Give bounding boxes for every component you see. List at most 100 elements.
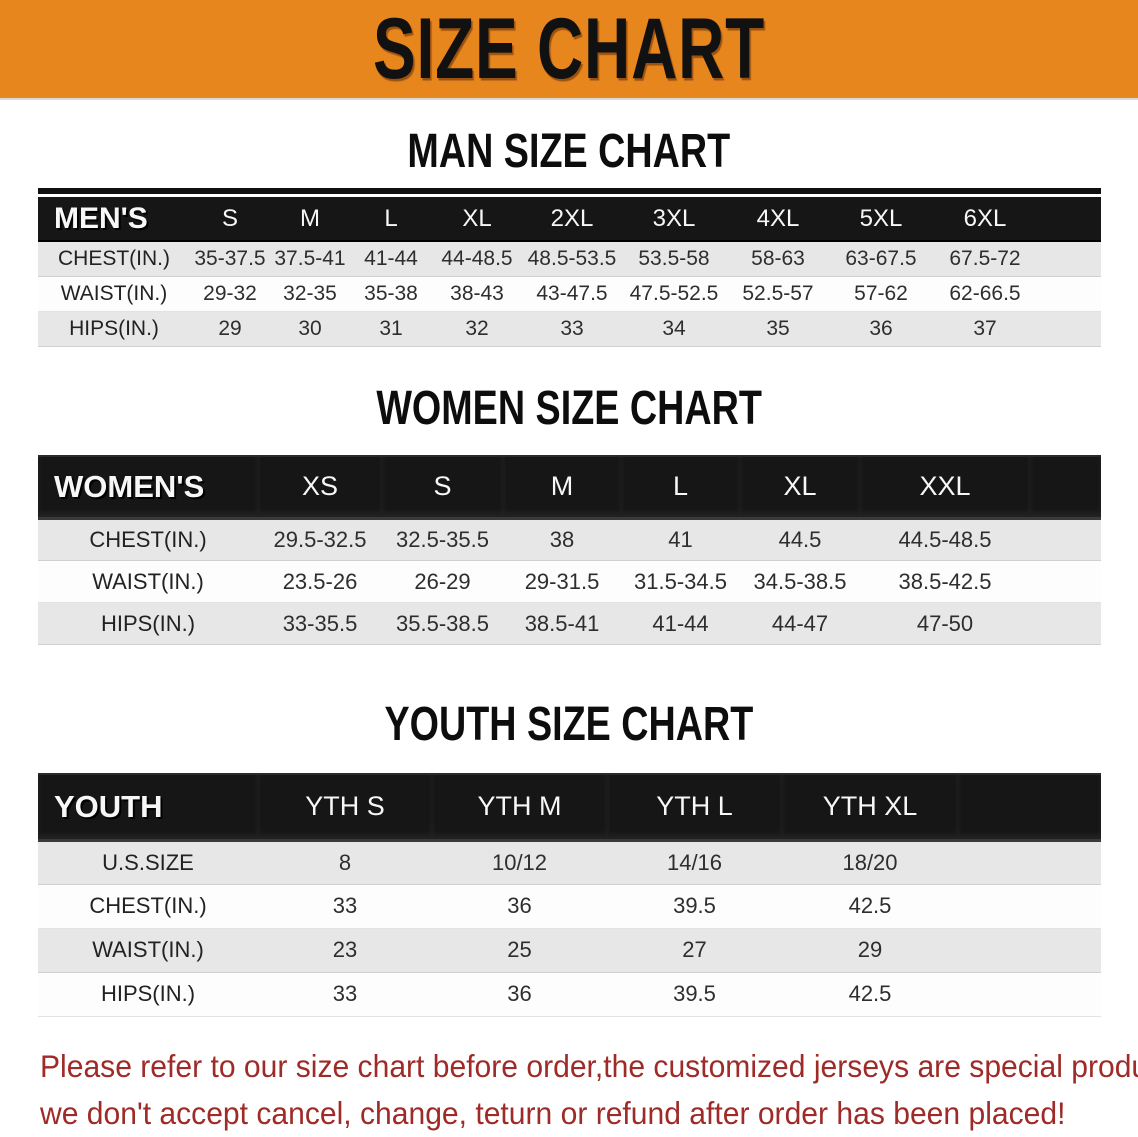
women-cell: 29.5-32.5 [258,518,382,561]
youth-row-label: U.S.SIZE [38,840,258,885]
women-table-row: WAIST(IN.) 23.5-26 26-29 29-31.5 31.5-34.5 34… [38,560,1101,603]
disclaimer-line-1: Please refer to our size chart before or… [40,1048,1138,1084]
women-cell: 47-50 [860,602,1030,645]
women-table-wrap: WOMEN'S XS S M L XL XXL CHEST(IN.) 29.5-32.5 32.5… [38,454,1101,645]
youth-cell-filler [958,972,1101,1017]
men-column-header: 2XL [522,197,622,242]
men-table-wrap: MEN'S S M L XL 2XL 3XL 4XL 5XL 6XL CHEST(IN.) 35-37… [38,188,1101,347]
women-cell-filler [1030,518,1101,561]
youth-cell: 33 [258,972,432,1017]
youth-header-row: YOUTH YTH S YTH M YTH L YTH XL [38,773,1101,842]
men-cell: 34 [622,311,726,347]
women-cell: 44-47 [740,602,860,645]
women-cell: 38 [503,518,621,561]
men-cell: 53.5-58 [622,241,726,277]
youth-row-label: WAIST(IN.) [38,928,258,973]
women-cell: 29-31.5 [503,560,621,603]
youth-cell: 8 [258,840,432,885]
women-cell: 41 [621,518,740,561]
youth-cell: 29 [782,928,958,973]
youth-cell: 18/20 [782,840,958,885]
men-cell: 63-67.5 [830,241,932,277]
men-cell: 52.5-57 [726,276,830,312]
youth-table-row: CHEST(IN.) 33 36 39.5 42.5 [38,884,1101,929]
men-cell: 31 [350,311,432,347]
women-row-label: WAIST(IN.) [38,560,258,603]
men-cell: 47.5-52.5 [622,276,726,312]
women-cell: 44.5-48.5 [860,518,1030,561]
men-cell: 41-44 [350,241,432,277]
youth-column-header: YTH XL [782,773,958,842]
youth-cell: 36 [432,972,607,1017]
youth-size-section: YOUTH SIZE CHART YOUTH YTH S YTH M YTH L YTH … [0,695,1138,1017]
youth-row-label: CHEST(IN.) [38,884,258,929]
women-cell: 38.5-42.5 [860,560,1030,603]
youth-cell: 14/16 [607,840,782,885]
men-cell-filler [1038,276,1101,312]
men-cell: 35 [726,311,830,347]
men-cell: 62-66.5 [932,276,1038,312]
women-cell: 31.5-34.5 [621,560,740,603]
youth-table-row: U.S.SIZE 8 10/12 14/16 18/20 [38,840,1101,885]
size-chart-banner: SIZE CHART [0,0,1138,100]
youth-header-label: YOUTH [38,773,258,842]
women-table-row: HIPS(IN.) 33-35.5 35.5-38.5 38.5-41 41-44 44-… [38,602,1101,645]
men-cell: 38-43 [432,276,522,312]
women-cell: 33-35.5 [258,602,382,645]
youth-cell: 23 [258,928,432,973]
disclaimer: Please refer to our size chart before or… [40,1043,1138,1137]
women-column-header: S [382,454,503,520]
women-cell: 23.5-26 [258,560,382,603]
men-column-header: L [350,197,432,242]
men-cell: 44-48.5 [432,241,522,277]
women-cell: 44.5 [740,518,860,561]
men-cell: 58-63 [726,241,830,277]
youth-cell-filler [958,840,1101,885]
youth-cell-filler [958,928,1101,973]
women-cell-filler [1030,560,1101,603]
women-cell: 41-44 [621,602,740,645]
men-row-label: CHEST(IN.) [38,241,190,277]
men-header-label: MEN'S [38,197,190,242]
men-column-header: 5XL [830,197,932,242]
men-cell-filler [1038,241,1101,277]
youth-cell: 10/12 [432,840,607,885]
men-cell: 35-37.5 [190,241,270,277]
youth-column-header: YTH M [432,773,607,842]
youth-size-table: YOUTH YTH S YTH M YTH L YTH XL U.S.SIZE 8 10/12… [38,773,1101,1017]
men-table-topline [38,188,1101,194]
youth-column-header: YTH S [258,773,432,842]
women-table-row: CHEST(IN.) 29.5-32.5 32.5-35.5 38 41 44.5 44.5… [38,518,1101,561]
men-cell-filler [1038,311,1101,347]
men-column-header: 4XL [726,197,830,242]
men-size-table: MEN'S S M L XL 2XL 3XL 4XL 5XL 6XL CHEST(IN.) 35-37… [38,197,1101,347]
men-cell: 36 [830,311,932,347]
men-row-label: HIPS(IN.) [38,311,190,347]
women-cell: 32.5-35.5 [382,518,503,561]
youth-table-row: HIPS(IN.) 33 36 39.5 42.5 [38,972,1101,1017]
youth-cell: 33 [258,884,432,929]
youth-cell: 25 [432,928,607,973]
men-column-header: S [190,197,270,242]
men-table-row: HIPS(IN.) 29 30 31 32 33 34 35 36 37 [38,311,1101,347]
youth-section-heading: YOUTH SIZE CHART [0,695,1138,751]
youth-cell-filler [958,884,1101,929]
women-row-label: CHEST(IN.) [38,518,258,561]
women-cell: 26-29 [382,560,503,603]
women-cell: 34.5-38.5 [740,560,860,603]
women-section-heading-text: WOMEN SIZE CHART [376,379,762,434]
men-header-row: MEN'S S M L XL 2XL 3XL 4XL 5XL 6XL [38,197,1101,242]
men-section-heading-text: MAN SIZE CHART [407,122,731,178]
men-cell: 37.5-41 [270,241,350,277]
women-column-header: XS [258,454,382,520]
youth-section-heading-text: YOUTH SIZE CHART [384,695,754,751]
men-section-heading: MAN SIZE CHART [0,122,1138,178]
women-column-header: L [621,454,740,520]
men-table-row: CHEST(IN.) 35-37.5 37.5-41 41-44 44-48.5 48.5… [38,241,1101,277]
youth-header-filler [958,773,1101,842]
men-cell: 35-38 [350,276,432,312]
men-cell: 67.5-72 [932,241,1038,277]
men-cell: 57-62 [830,276,932,312]
youth-cell: 39.5 [607,884,782,929]
men-cell: 32-35 [270,276,350,312]
